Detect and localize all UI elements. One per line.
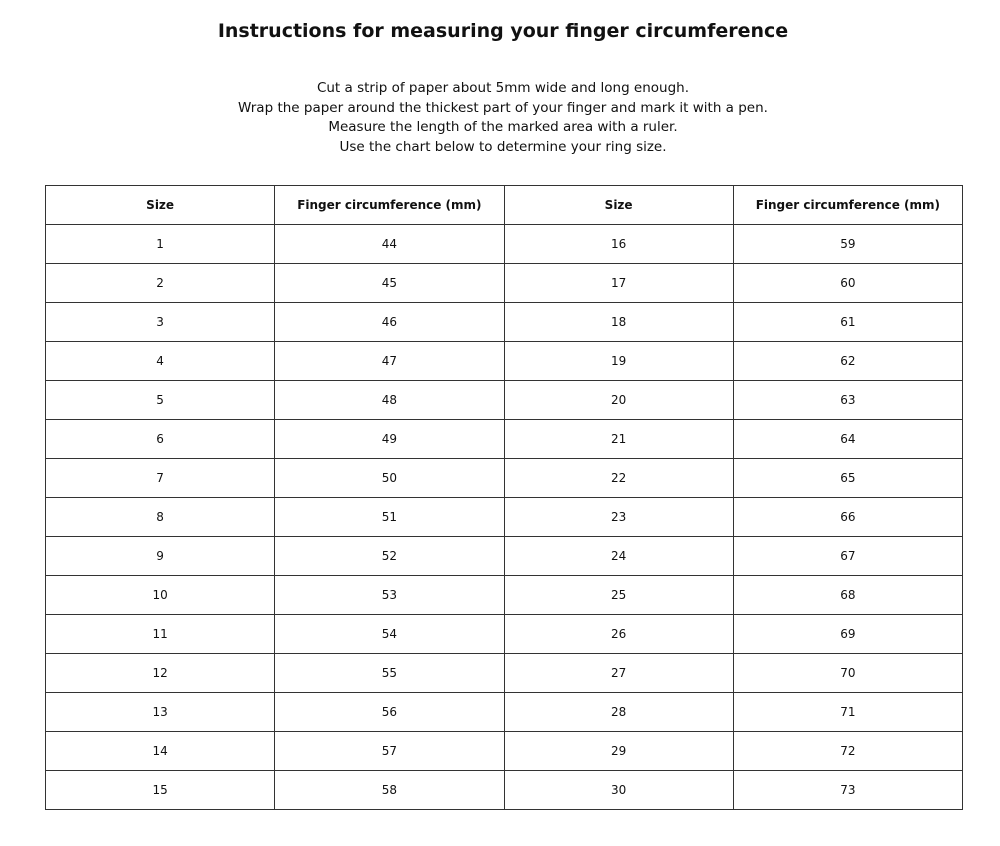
table-cell: 58 [274, 770, 505, 810]
table-cell: 70 [732, 653, 964, 693]
table-cell: 49 [274, 419, 505, 459]
table-cell: 65 [732, 458, 964, 498]
column-header: Finger circumference (mm) [274, 185, 505, 225]
table-cell: 26 [503, 614, 734, 654]
table-cell: 12 [44, 653, 276, 693]
table-cell: 53 [274, 575, 505, 615]
table-cell: 59 [732, 224, 964, 264]
instruction-line: Measure the length of the marked area wi… [328, 119, 678, 135]
table-cell: 47 [274, 341, 505, 381]
table-cell: 52 [274, 536, 505, 576]
table-body: 1 44 16 59 2 45 17 60 3 46 18 61 4 47 19 62 5 48 20 63 6 49 21… [44, 224, 964, 810]
table-row: 10 53 25 68 [44, 575, 964, 615]
instructions: Cut a strip of paper about 5mm wide and … [0, 79, 1000, 157]
table-row: 5 48 20 63 [44, 380, 964, 420]
instruction-line: Cut a strip of paper about 5mm wide and … [316, 80, 690, 96]
table-cell: 18 [503, 302, 734, 342]
table-cell: 11 [44, 614, 276, 654]
table-cell: 16 [503, 224, 734, 264]
table-cell: 45 [274, 263, 505, 303]
table-cell: 68 [732, 575, 964, 615]
table-cell: 4 [44, 341, 276, 381]
table-cell: 67 [732, 536, 964, 576]
table-cell: 22 [503, 458, 734, 498]
table-cell: 62 [732, 341, 964, 381]
table-cell: 57 [274, 731, 505, 771]
table-cell: 14 [44, 731, 276, 771]
table-row: 1 44 16 59 [44, 224, 964, 264]
table-cell: 56 [274, 692, 505, 732]
table-cell: 17 [503, 263, 734, 303]
table-cell: 30 [503, 770, 734, 810]
table-row: 15 58 30 73 [44, 770, 964, 810]
table-cell: 2 [44, 263, 276, 303]
table-cell: 23 [503, 497, 734, 537]
table-cell: 46 [274, 302, 505, 342]
table-cell: 5 [44, 380, 276, 420]
table-cell: 10 [44, 575, 276, 615]
table-row: 11 54 26 69 [44, 614, 964, 654]
column-header: Size [44, 185, 276, 225]
header-row: Size Finger circumference (mm) Size Finger … [44, 185, 964, 225]
table-cell: 27 [503, 653, 734, 693]
table-cell: 25 [503, 575, 734, 615]
table-cell: 44 [274, 224, 505, 264]
size-table: Size Finger circumference (mm) Size Finger … [44, 185, 964, 810]
table-row: 14 57 29 72 [44, 731, 964, 771]
table-cell: 51 [274, 497, 505, 537]
table-cell: 24 [503, 536, 734, 576]
table-cell: 48 [274, 380, 505, 420]
table-cell: 28 [503, 692, 734, 732]
table-cell: 3 [44, 302, 276, 342]
table-cell: 55 [274, 653, 505, 693]
table-cell: 19 [503, 341, 734, 381]
table-cell: 73 [732, 770, 964, 810]
table-cell: 21 [503, 419, 734, 459]
table-row: 3 46 18 61 [44, 302, 964, 342]
table-row: 12 55 27 70 [44, 653, 964, 693]
table-cell: 6 [44, 419, 276, 459]
table-row: 7 50 22 65 [44, 458, 964, 498]
table-cell: 71 [732, 692, 964, 732]
table-row: 4 47 19 62 [44, 341, 964, 381]
instruction-line: Use the chart below to determine your ri… [339, 138, 667, 155]
instruction-line: Wrap the paper around the thickest part … [238, 99, 768, 116]
table-row: 6 49 21 64 [44, 419, 964, 459]
table-cell: 8 [44, 497, 276, 537]
table-cell: 63 [732, 380, 964, 420]
table-cell: 20 [503, 380, 734, 420]
table-cell: 64 [732, 419, 964, 459]
column-header: Size [503, 185, 734, 225]
table-row: 9 52 24 67 [44, 536, 964, 576]
table-cell: 7 [44, 458, 276, 498]
table-cell: 66 [732, 497, 964, 537]
table-row: 2 45 17 60 [44, 263, 964, 303]
table-row: 13 56 28 71 [44, 692, 964, 732]
column-header: Finger circumference (mm) [732, 185, 964, 225]
table-cell: 29 [503, 731, 734, 771]
table-row: 8 51 23 66 [44, 497, 964, 537]
table-cell: 50 [274, 458, 505, 498]
table-cell: 9 [44, 536, 276, 576]
table-cell: 72 [732, 731, 964, 771]
table-cell: 60 [732, 263, 964, 303]
table-cell: 69 [732, 614, 964, 654]
table-cell: 54 [274, 614, 505, 654]
table-cell: 13 [44, 692, 276, 732]
table-cell: 1 [44, 224, 276, 264]
table-cell: 61 [732, 302, 964, 342]
title: Instructions for measuring your finger c… [217, 20, 789, 42]
table-cell: 15 [44, 770, 276, 810]
